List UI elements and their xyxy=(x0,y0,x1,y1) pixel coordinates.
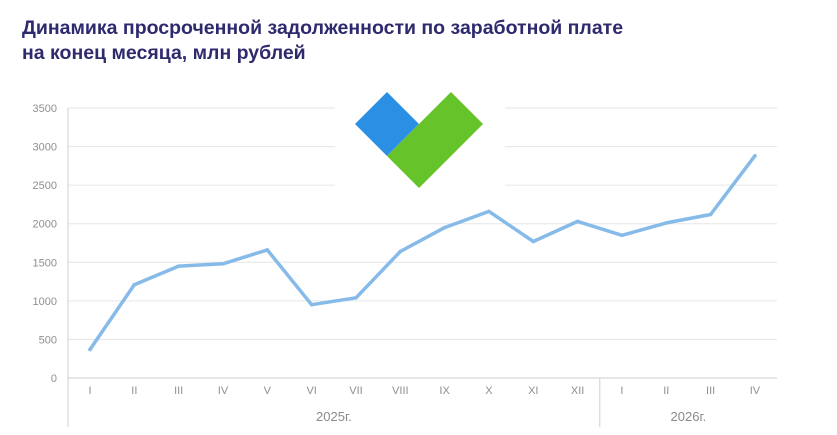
x-group-label: 2025г. xyxy=(316,409,352,424)
data-point xyxy=(132,282,137,287)
x-tick-label: X xyxy=(485,385,493,397)
x-tick-label: I xyxy=(88,385,91,397)
data-point xyxy=(708,212,713,217)
y-tick-label: 500 xyxy=(39,334,57,346)
y-tick-label: 2500 xyxy=(33,180,57,192)
x-tick-label: III xyxy=(706,385,715,397)
x-group-label: 2026г. xyxy=(671,409,707,424)
y-tick-label: 1500 xyxy=(33,257,57,269)
data-point xyxy=(354,295,358,300)
data-point xyxy=(753,154,757,158)
data-point xyxy=(176,264,181,268)
chart-title-line-2: на конец месяца, млн рублей xyxy=(22,42,306,64)
data-point xyxy=(664,221,669,225)
x-tick-label: III xyxy=(174,385,183,397)
x-tick-label: XII xyxy=(571,385,584,397)
x-tick-label: II xyxy=(663,385,669,397)
data-point xyxy=(265,248,270,252)
x-tick-label: IV xyxy=(750,385,761,397)
x-tick-label: IX xyxy=(439,385,450,397)
heart-logo xyxy=(335,80,505,200)
data-point xyxy=(221,262,225,266)
y-tick-label: 2000 xyxy=(33,219,57,231)
y-tick-label: 3500 xyxy=(33,103,57,115)
data-point xyxy=(575,219,580,224)
y-tick-label: 0 xyxy=(51,373,57,385)
chart-title-line-1: Динамика просроченной задолженности по з… xyxy=(22,17,624,39)
x-tick-label: II xyxy=(131,385,137,397)
x-tick-label: IV xyxy=(218,385,229,397)
y-tick-label: 1000 xyxy=(33,296,57,308)
data-point xyxy=(442,225,447,230)
data-point xyxy=(398,249,403,254)
x-tick-label: VII xyxy=(349,385,362,397)
heart-logo-right-bar-icon xyxy=(387,92,483,188)
y-tick-label: 3000 xyxy=(33,142,57,154)
x-tick-label: V xyxy=(264,385,272,397)
x-tick-label: VIII xyxy=(392,385,409,397)
x-tick-label: VI xyxy=(306,385,316,397)
axes: 0 500 1000 1500 2000 2500 3000 3500 2025г. 2026г.… xyxy=(33,103,777,427)
data-point xyxy=(620,233,624,238)
x-tick-label: XI xyxy=(528,385,538,397)
data-point xyxy=(531,239,536,244)
x-tick-label: I xyxy=(620,385,623,397)
series-line xyxy=(88,154,757,352)
data-point xyxy=(88,347,92,352)
data-point xyxy=(309,302,314,307)
series-layer xyxy=(88,154,757,352)
chart-title: Динамика просроченной задолженности по з… xyxy=(22,16,782,66)
data-point xyxy=(487,209,491,214)
